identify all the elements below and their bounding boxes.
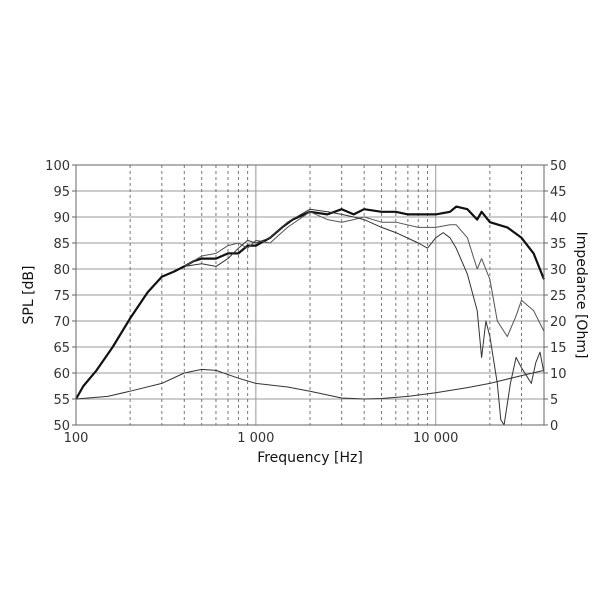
y2-tick-label: 45 <box>550 185 567 200</box>
y2-tick-label: 50 <box>550 159 567 174</box>
x-axis-ticks: 100 1 000 10 000 <box>64 431 459 446</box>
y2-tick-label: 5 <box>550 393 558 408</box>
y-tick-label: 80 <box>53 263 70 278</box>
y-tick-label: 95 <box>53 185 70 200</box>
y2-tick-label: 10 <box>550 367 567 382</box>
x-axis-title: Frequency [Hz] <box>257 450 363 466</box>
y-axis-left-title: SPL [dB] <box>21 266 37 325</box>
y2-tick-label: 30 <box>550 263 567 278</box>
y2-tick-label: 20 <box>550 315 567 330</box>
y-tick-label: 85 <box>53 237 70 252</box>
y-tick-label: 55 <box>53 393 70 408</box>
spl-60-deg-curve <box>184 208 545 426</box>
x-tick-label: 10 000 <box>413 431 459 446</box>
y-tick-label: 70 <box>53 315 70 330</box>
y2-tick-label: 0 <box>550 419 558 434</box>
spl-30-deg-curve <box>184 211 545 338</box>
x-tick-label: 1 000 <box>237 431 274 446</box>
y-tick-label: 90 <box>53 211 70 226</box>
impedance-curve <box>75 368 545 400</box>
y-axis-right-ticks: 0 5 10 15 20 25 30 35 40 45 50 <box>544 159 567 434</box>
y-tick-label: 65 <box>53 341 70 356</box>
y-axis-left-ticks: 50 55 60 65 70 75 80 85 90 95 100 <box>45 159 76 434</box>
y-tick-label: 50 <box>53 419 70 434</box>
y-tick-label: 60 <box>53 367 70 382</box>
y-tick-label: 100 <box>45 159 70 174</box>
y-tick-label: 75 <box>53 289 70 304</box>
y2-tick-label: 25 <box>550 289 567 304</box>
y2-tick-label: 15 <box>550 341 567 356</box>
y2-tick-label: 40 <box>550 211 567 226</box>
x-tick-label: 100 <box>64 431 89 446</box>
y2-tick-label: 35 <box>550 237 567 252</box>
y-axis-right-title: Impedance [Ohm] <box>573 232 589 359</box>
curves <box>75 205 546 426</box>
